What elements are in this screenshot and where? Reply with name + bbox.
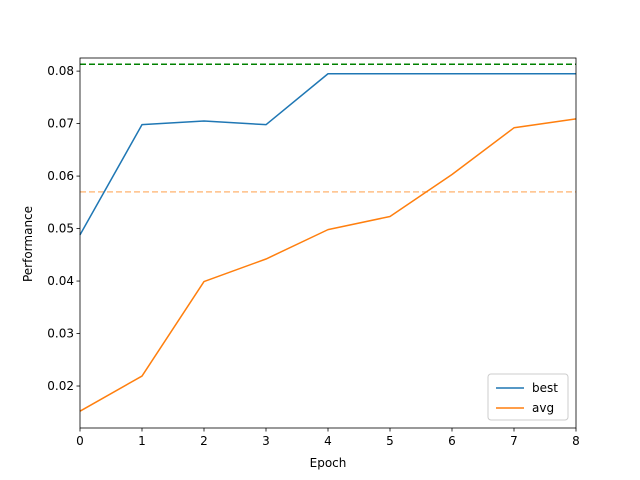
x-tick-label-7: 7 [510, 434, 518, 448]
x-tick-label-6: 6 [448, 434, 456, 448]
y-tick-label-2: 0.04 [47, 274, 74, 288]
legend-label-best: best [532, 381, 558, 395]
x-tick-label-0: 0 [76, 434, 84, 448]
x-tick-label-2: 2 [200, 434, 208, 448]
x-tick-label-4: 4 [324, 434, 332, 448]
y-axis-ticks: 0.02 0.03 0.04 0.05 0.06 0.07 0.08 [47, 64, 80, 393]
x-tick-label-3: 3 [262, 434, 270, 448]
series-line-avg [79, 118, 577, 412]
x-tick-label-5: 5 [386, 434, 394, 448]
plot-area [79, 57, 577, 429]
y-tick-label-3: 0.05 [47, 222, 74, 236]
legend: best avg [487, 373, 569, 421]
axes-frame [79, 57, 577, 429]
y-tick-label-0: 0.02 [47, 379, 74, 393]
y-tick-label-4: 0.06 [47, 169, 74, 183]
y-tick-label-5: 0.07 [47, 117, 74, 131]
y-tick-label-6: 0.08 [47, 64, 74, 78]
legend-label-avg: avg [532, 401, 554, 415]
x-tick-label-1: 1 [138, 434, 146, 448]
x-tick-label-8: 8 [572, 434, 580, 448]
x-axis-label: Epoch [310, 456, 347, 470]
y-axis-label: Performance [21, 206, 35, 282]
y-tick-label-1: 0.03 [47, 327, 74, 341]
x-axis-ticks: 0 1 2 3 4 5 6 7 8 [76, 428, 580, 448]
series-line-best [79, 72, 576, 236]
